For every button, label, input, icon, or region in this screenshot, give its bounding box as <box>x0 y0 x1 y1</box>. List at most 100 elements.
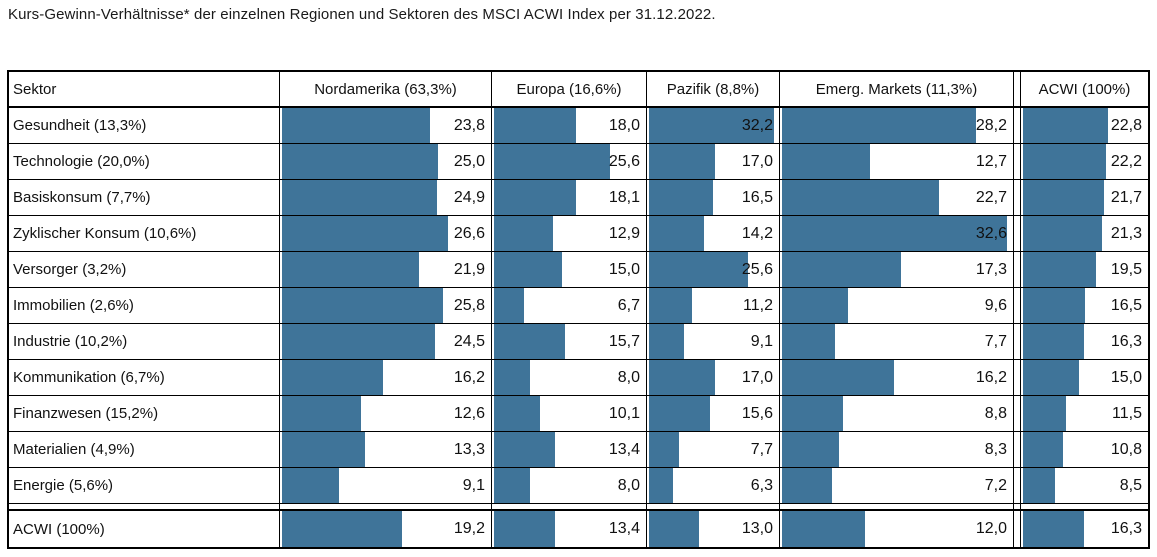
value-bar <box>649 288 693 323</box>
value-text: 13,3 <box>453 440 485 458</box>
value-text: 8,0 <box>617 476 640 494</box>
value-cell-acwi: 21,3 <box>1021 216 1148 251</box>
table-header-row: Sektor Nordamerika (63,3%) Europa (16,6%… <box>9 72 1148 108</box>
value-cell-acwi: 15,0 <box>1021 360 1148 395</box>
value-text: 16,2 <box>453 368 485 386</box>
value-text: 18,0 <box>608 116 640 134</box>
value-text: 7,2 <box>984 476 1007 494</box>
value-text: 7,7 <box>750 440 773 458</box>
row-label: Zyklischer Konsum (10,6%) <box>9 216 280 251</box>
value-cell-pazifik: 6,3 <box>647 468 780 503</box>
value-cell-europa: 25,6 <box>492 144 647 179</box>
value-bar <box>1023 324 1084 359</box>
value-cell-pazifik: 17,0 <box>647 360 780 395</box>
value-text: 10,8 <box>1110 440 1142 458</box>
value-cell-acwi: 16,3 <box>1021 511 1148 547</box>
value-text: 19,5 <box>1110 260 1142 278</box>
value-bar <box>782 144 870 179</box>
value-text: 19,2 <box>453 520 485 537</box>
value-text: 17,0 <box>741 152 773 170</box>
column-divider <box>1014 396 1021 431</box>
value-cell-acwi: 11,5 <box>1021 396 1148 431</box>
value-bar <box>1023 144 1106 179</box>
value-cell-europa: 8,0 <box>492 360 647 395</box>
value-text: 21,7 <box>1110 188 1142 206</box>
value-cell-emerging-markets: 17,3 <box>780 252 1014 287</box>
value-text: 22,8 <box>1110 116 1142 134</box>
value-text: 6,7 <box>617 296 640 314</box>
table-row: Immobilien (2,6%) 25,8 6,7 11,2 9,6 16,5 <box>9 288 1148 324</box>
table-row: Kommunikation (6,7%) 16,2 8,0 17,0 16,2 … <box>9 360 1148 396</box>
value-text: 15,6 <box>741 404 773 422</box>
column-divider <box>1014 216 1021 251</box>
value-bar <box>494 288 525 323</box>
table-row: Industrie (10,2%) 24,5 15,7 9,1 7,7 16,3 <box>9 324 1148 360</box>
value-text: 12,9 <box>608 224 640 242</box>
row-label: Materialien (4,9%) <box>9 432 280 467</box>
value-bar <box>782 396 843 431</box>
value-cell-emerging-markets: 28,2 <box>780 108 1014 143</box>
value-cell-acwi: 19,5 <box>1021 252 1148 287</box>
value-cell-emerging-markets: 12,7 <box>780 144 1014 179</box>
column-header-europa: Europa (16,6%) <box>492 72 647 106</box>
value-bar <box>649 432 679 467</box>
value-cell-emerging-markets: 7,7 <box>780 324 1014 359</box>
value-bar <box>1023 396 1066 431</box>
value-text: 26,6 <box>453 224 485 242</box>
divider-cell <box>647 504 780 509</box>
value-text: 25,6 <box>741 260 773 278</box>
value-text: 25,6 <box>608 152 640 170</box>
value-cell-acwi: 10,8 <box>1021 432 1148 467</box>
table-row: Energie (5,6%) 9,1 8,0 6,3 7,2 8,5 <box>9 468 1148 504</box>
value-bar <box>282 432 365 467</box>
value-bar <box>1023 288 1085 323</box>
value-bar <box>1023 180 1104 215</box>
value-bar <box>782 288 849 323</box>
value-cell-nordamerika: 26,6 <box>280 216 492 251</box>
value-text: 13,4 <box>608 440 640 458</box>
column-divider <box>1014 180 1021 215</box>
value-text: 17,3 <box>975 260 1007 278</box>
pe-ratio-table: Sektor Nordamerika (63,3%) Europa (16,6%… <box>7 70 1150 549</box>
value-cell-emerging-markets: 22,7 <box>780 180 1014 215</box>
section-divider-row <box>9 504 1148 511</box>
value-cell-nordamerika: 24,5 <box>280 324 492 359</box>
value-bar <box>494 511 555 547</box>
value-bar <box>282 108 431 143</box>
value-cell-europa: 15,7 <box>492 324 647 359</box>
value-cell-pazifik: 32,2 <box>647 108 780 143</box>
value-text: 9,1 <box>750 332 773 350</box>
value-cell-pazifik: 9,1 <box>647 324 780 359</box>
value-cell-emerging-markets: 8,8 <box>780 396 1014 431</box>
value-cell-nordamerika: 25,0 <box>280 144 492 179</box>
value-text: 12,7 <box>975 152 1007 170</box>
column-divider <box>1014 288 1021 323</box>
value-bar <box>649 324 685 359</box>
column-divider <box>1014 360 1021 395</box>
value-text: 8,8 <box>984 404 1007 422</box>
value-cell-acwi: 22,8 <box>1021 108 1148 143</box>
column-divider <box>1014 144 1021 179</box>
divider-cell <box>780 504 1014 509</box>
value-text: 15,0 <box>608 260 640 278</box>
value-cell-europa: 13,4 <box>492 511 647 547</box>
value-cell-acwi: 8,5 <box>1021 468 1148 503</box>
table-row: Finanzwesen (15,2%) 12,6 10,1 15,6 8,8 1… <box>9 396 1148 432</box>
value-text: 8,5 <box>1119 476 1142 494</box>
value-bar <box>494 252 563 287</box>
value-bar <box>649 180 714 215</box>
table-row: Gesundheit (13,3%) 23,8 18,0 32,2 28,2 2… <box>9 108 1148 144</box>
value-text: 12,6 <box>453 404 485 422</box>
value-cell-nordamerika: 25,8 <box>280 288 492 323</box>
value-text: 8,0 <box>617 368 640 386</box>
value-bar <box>494 396 540 431</box>
value-cell-acwi: 21,7 <box>1021 180 1148 215</box>
column-divider <box>1014 324 1021 359</box>
value-cell-emerging-markets: 16,2 <box>780 360 1014 395</box>
value-text: 25,0 <box>453 152 485 170</box>
column-header-emerging-markets: Emerg. Markets (11,3%) <box>780 72 1014 106</box>
value-bar <box>649 252 749 287</box>
table-row: ACWI (100%) 19,2 13,4 13,0 12,0 16,3 <box>9 511 1148 547</box>
value-cell-emerging-markets: 8,3 <box>780 432 1014 467</box>
